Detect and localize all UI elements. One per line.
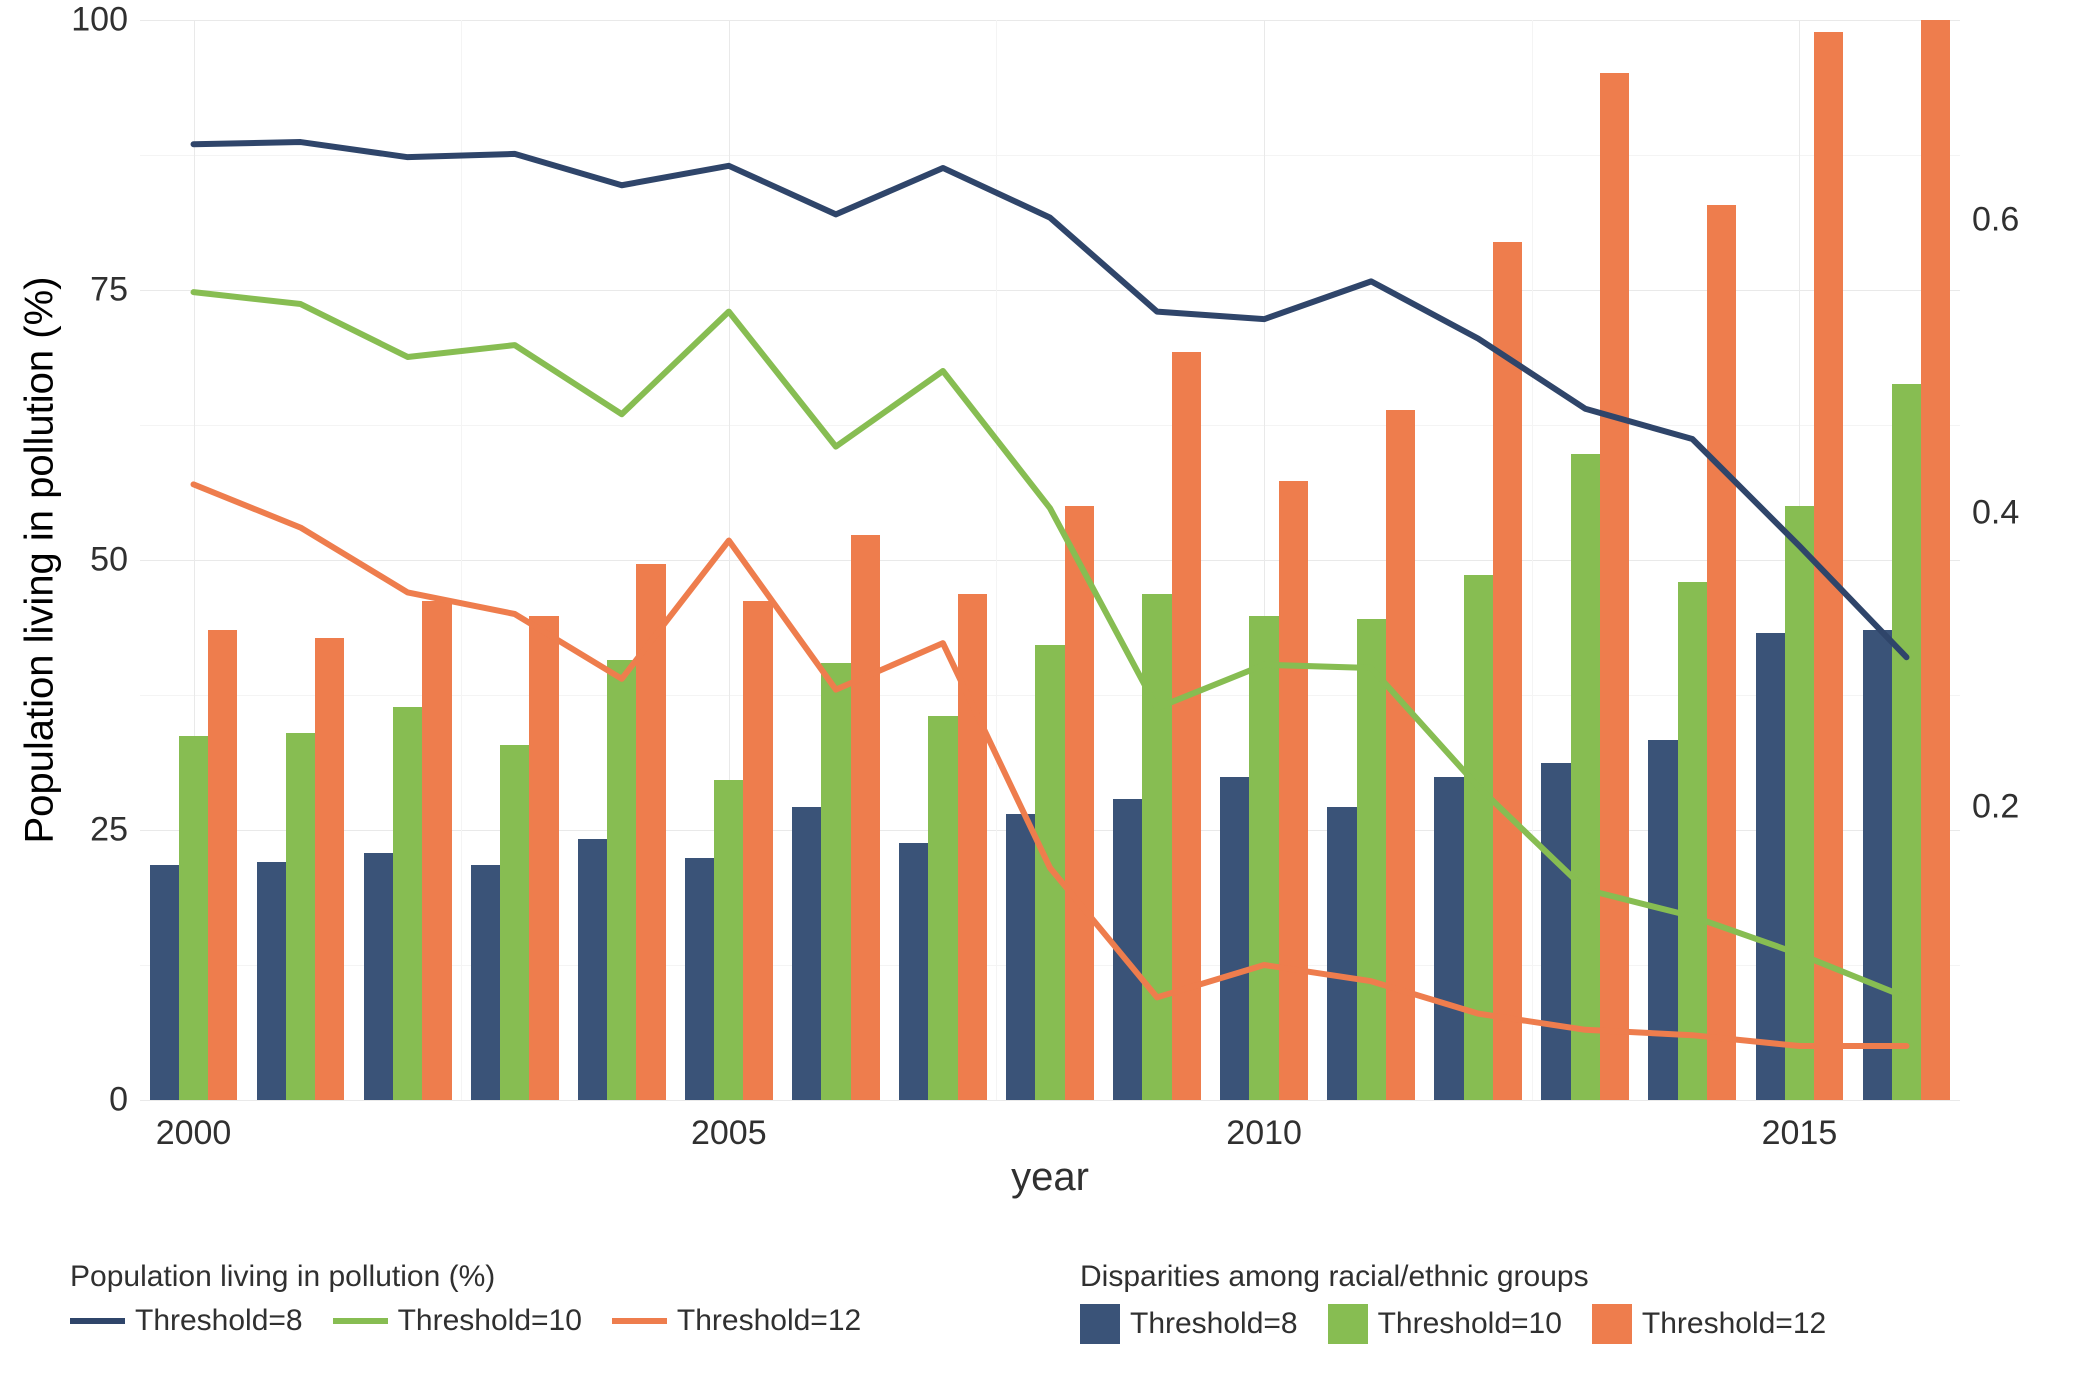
bar xyxy=(471,865,500,1100)
y-right-tick-label: 0.6 xyxy=(1960,200,2019,239)
y-left-tick-label: 100 xyxy=(71,1,140,40)
bar xyxy=(1892,384,1921,1100)
legend-lines-title: Population living in pollution (%) xyxy=(70,1260,861,1294)
bar xyxy=(1863,630,1892,1100)
bar xyxy=(393,707,422,1100)
bar xyxy=(208,630,237,1100)
grid-major-h xyxy=(140,20,1960,21)
bar xyxy=(422,601,451,1100)
bar xyxy=(1678,582,1707,1100)
series-line xyxy=(194,142,1907,657)
bar xyxy=(851,535,880,1100)
bar xyxy=(1707,205,1736,1100)
legend-box-swatch xyxy=(1080,1304,1120,1344)
bar xyxy=(1386,410,1415,1100)
plot-area: 02550751000.20.40.62000200520102015 xyxy=(140,20,1960,1100)
legend-box-swatch xyxy=(1592,1304,1632,1344)
bar xyxy=(1142,594,1171,1100)
legend-item: Threshold=12 xyxy=(612,1304,861,1338)
grid-major-h xyxy=(140,290,1960,291)
grid-major-h xyxy=(140,560,1960,561)
bar xyxy=(578,839,607,1100)
legend-box-swatch xyxy=(1328,1304,1368,1344)
bar xyxy=(1756,633,1785,1100)
bar xyxy=(315,638,344,1100)
bar xyxy=(1357,619,1386,1100)
legend-line-swatch xyxy=(612,1318,667,1324)
legend-item: Threshold=8 xyxy=(70,1304,303,1338)
bar xyxy=(958,594,987,1100)
bar xyxy=(1249,616,1278,1100)
bar xyxy=(1464,575,1493,1100)
legend-label: Threshold=10 xyxy=(1378,1307,1562,1341)
bar xyxy=(1035,645,1064,1100)
bar xyxy=(1113,799,1142,1100)
y-right-tick-label: 0.4 xyxy=(1960,494,2019,533)
legend-label: Threshold=12 xyxy=(1642,1307,1826,1341)
chart-container: 02550751000.20.40.62000200520102015 Popu… xyxy=(0,0,2100,1380)
bar xyxy=(1327,807,1356,1100)
bar xyxy=(1434,777,1463,1100)
bar xyxy=(899,843,928,1100)
bar xyxy=(1172,352,1201,1100)
bar xyxy=(364,853,393,1100)
bar xyxy=(257,862,286,1100)
legend-bars: Disparities among racial/ethnic groups T… xyxy=(1080,1260,1826,1344)
bar xyxy=(1220,777,1249,1100)
bar xyxy=(286,733,315,1100)
legend-line-swatch xyxy=(70,1318,125,1324)
legend-label: Threshold=10 xyxy=(398,1304,582,1338)
bar xyxy=(150,865,179,1100)
bar xyxy=(821,663,850,1100)
y-left-tick-label: 50 xyxy=(90,541,140,580)
legend-item: Threshold=8 xyxy=(1080,1304,1298,1344)
bar xyxy=(500,745,529,1100)
y-left-tick-label: 25 xyxy=(90,811,140,850)
x-tick-label: 2010 xyxy=(1226,1100,1302,1153)
x-tick-label: 2015 xyxy=(1762,1100,1838,1153)
x-axis-title: year xyxy=(1011,1155,1089,1200)
grid-minor-h xyxy=(140,425,1960,426)
x-tick-label: 2005 xyxy=(691,1100,767,1153)
grid-minor-v xyxy=(1532,20,1533,1100)
bar xyxy=(714,780,743,1100)
bar xyxy=(636,564,665,1100)
bar xyxy=(743,601,772,1100)
bar xyxy=(1006,814,1035,1100)
y-axis-left-title: Population living in pollution (%) xyxy=(18,277,63,844)
y-left-tick-label: 0 xyxy=(109,1081,140,1120)
bar xyxy=(1541,763,1570,1101)
bar xyxy=(1279,481,1308,1100)
bar xyxy=(607,660,636,1100)
legend-label: Threshold=8 xyxy=(1130,1307,1298,1341)
grid-minor-h xyxy=(140,155,1960,156)
legend-item: Threshold=10 xyxy=(333,1304,582,1338)
legend-item: Threshold=12 xyxy=(1592,1304,1826,1344)
bar xyxy=(529,616,558,1100)
x-tick-label: 2000 xyxy=(156,1100,232,1153)
grid-major-h xyxy=(140,1100,1960,1101)
legend-lines: Population living in pollution (%) Thres… xyxy=(70,1260,861,1338)
bar xyxy=(928,716,957,1100)
bar xyxy=(1493,242,1522,1100)
grid-minor-v xyxy=(461,20,462,1100)
bar xyxy=(1785,506,1814,1100)
bar xyxy=(1065,506,1094,1100)
y-left-tick-label: 75 xyxy=(90,271,140,310)
legend-item: Threshold=10 xyxy=(1328,1304,1562,1344)
bar xyxy=(179,736,208,1100)
legend-bars-title: Disparities among racial/ethnic groups xyxy=(1080,1260,1826,1294)
bar xyxy=(1600,73,1629,1100)
bar xyxy=(792,807,821,1100)
bar xyxy=(1571,454,1600,1100)
grid-minor-v xyxy=(996,20,997,1100)
bar xyxy=(685,858,714,1100)
bar xyxy=(1648,740,1677,1100)
bar xyxy=(1814,32,1843,1100)
y-right-tick-label: 0.2 xyxy=(1960,787,2019,826)
legend-label: Threshold=12 xyxy=(677,1304,861,1338)
bar xyxy=(1921,20,1950,1100)
legend-line-swatch xyxy=(333,1318,388,1324)
legend-label: Threshold=8 xyxy=(135,1304,303,1338)
